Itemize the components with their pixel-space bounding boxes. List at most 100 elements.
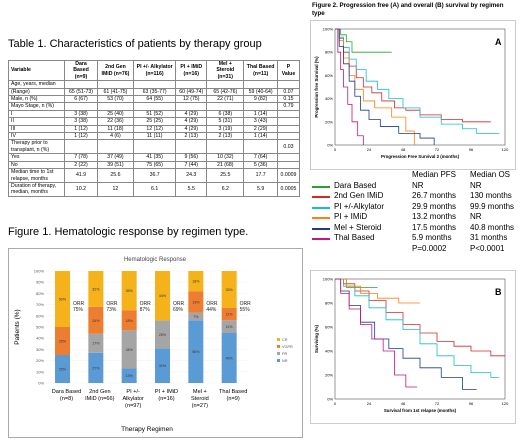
y-tick-label: 100%	[323, 277, 334, 282]
x-tick-label: 72	[435, 147, 440, 152]
table-cell: 1 (14)	[243, 109, 278, 119]
legend-swatch	[277, 359, 280, 362]
table-cell: 2 (13)	[175, 132, 208, 141]
legend-pfs: 26.7 months	[412, 191, 457, 200]
km-curve	[335, 28, 415, 145]
table-cell: 11 (11)	[132, 132, 177, 141]
legend-swatch	[312, 227, 330, 230]
table-cell: 5 (31)	[206, 117, 245, 126]
legend-os: NR	[470, 180, 482, 190]
table-cell: Age, years, median	[7, 80, 66, 89]
orr-label: ORR	[106, 301, 118, 307]
table-cell: 5 (36)	[243, 160, 278, 170]
table-cell: I	[7, 109, 66, 119]
hematologic-response-svg: Hematologic Response Patients (%) 0% 10% 20%…	[14, 257, 293, 433]
legend-pfs: 29.9 months	[412, 201, 457, 211]
legend-swatch	[312, 217, 330, 219]
legend-label: VGPR	[282, 345, 293, 349]
legend-os: 31 months	[470, 233, 508, 242]
table-header-cell: Dara Based (n=9)	[64, 59, 98, 82]
y-tick-label: 80%	[36, 291, 44, 296]
bar-segment-nr	[88, 352, 104, 383]
bar-segment-pr	[221, 320, 237, 333]
data-label: 35%	[126, 289, 134, 293]
km-curve	[335, 28, 435, 145]
table-cell: 59 (40-64)	[243, 87, 278, 97]
panel-tag: B	[495, 287, 502, 297]
table-cell: (Range)	[7, 87, 66, 97]
legend-row: Mel + Steroid 17.5 months 40.8 months	[312, 223, 516, 234]
category-label: (n=27)	[192, 403, 208, 409]
table-cell: 22 (36)	[96, 117, 135, 126]
y-tick-label: 20%	[325, 373, 333, 378]
x-tick-label: 48	[401, 401, 406, 406]
table-header-row: Variable Dara Based (n=9) 2nd Gen IMiD (n=…	[7, 59, 301, 82]
data-label: 13%	[126, 374, 134, 378]
table-row: (Range) 65 (51-73) 61 (41-75) 63 (35-77) 60 …	[7, 87, 301, 97]
bar-segment-nr	[121, 368, 137, 383]
bar-segment-pr	[88, 333, 104, 353]
data-label: 18%	[192, 280, 200, 284]
table-cell	[132, 80, 177, 89]
bar-segment-pr	[155, 320, 170, 349]
survival-legend-table: Median PFS Median OS Dara Based NR NR 2nd G…	[312, 170, 516, 254]
category-label: Steroid	[191, 396, 209, 402]
table-header-cell: PI +/- Alkylator (n=116)	[132, 59, 177, 82]
table-cell	[206, 139, 245, 155]
bar-segment-vgpr	[221, 307, 237, 321]
table-cell: IV	[7, 132, 66, 141]
table-cell: 41 (35)	[132, 153, 177, 162]
y-tick-label: 30%	[36, 347, 44, 352]
table-cell: 2 (29)	[243, 124, 278, 134]
table-cell: 0.03	[276, 139, 301, 155]
table-cell: 7 (78)	[64, 153, 98, 162]
legend-name: PI +/-Alkylator	[334, 201, 385, 211]
data-label: 27%	[92, 366, 100, 370]
y-tick-label: 90%	[36, 280, 44, 285]
table-cell: 25 (40)	[96, 109, 135, 119]
category-label: (n=9)	[227, 396, 240, 402]
category-label: Thal Based	[219, 389, 247, 395]
table-header-cell: Mel + Steroid (n=31)	[206, 59, 245, 82]
table-cell: 12 (75)	[175, 95, 208, 104]
y-tick-label: 100%	[323, 27, 334, 32]
x-axis-label: Progression Free Survival 2 (months)	[381, 154, 460, 159]
category-label: (n=8)	[60, 396, 73, 402]
table-cell	[243, 80, 278, 89]
table-cell	[175, 80, 208, 89]
data-label: 11%	[226, 313, 234, 317]
pfs-pvalue: P=0.0002	[412, 243, 447, 253]
table-cell: 4 (29)	[175, 117, 208, 126]
table-cell	[64, 80, 98, 89]
orr-value: 87%	[140, 307, 151, 313]
table-row: No 2 (22) 39 (51) 75 (65) 7 (44) 21 (68) 5 (36…	[7, 160, 301, 170]
table-cell: 3 (43)	[243, 117, 278, 126]
table-cell: III	[7, 124, 66, 134]
table-row: Median time to 1st relapse, months 41.9 25…	[7, 168, 301, 183]
bar-segment-cr	[88, 271, 104, 307]
x-tick-label: 0	[334, 401, 337, 406]
table-row: Yes 7 (78) 37 (49) 41 (35) 9 (56) 10 (32) 7 (6…	[7, 153, 301, 162]
table-cell: 9 (56)	[175, 153, 208, 162]
table-cell: 36.7	[132, 168, 177, 183]
table-cell: 3 (38)	[64, 109, 98, 119]
table-cell	[132, 139, 177, 155]
legend-swatch	[312, 196, 330, 198]
bar-segment-pr	[121, 330, 137, 369]
y-tick-label: 60%	[36, 313, 44, 318]
table-cell	[276, 132, 301, 141]
table-cell	[96, 102, 135, 111]
legend-name: Thal Based	[334, 233, 375, 242]
legend-pfs: 13.2 months	[412, 212, 457, 221]
table-cell: 10 (32)	[206, 153, 245, 162]
table-cell: Mayo Stage, n (%)	[7, 102, 66, 111]
km-curve	[335, 278, 418, 388]
legend-swatch	[277, 352, 280, 355]
category-label: IMiD (n=66)	[85, 396, 115, 402]
data-label: 31%	[159, 364, 167, 368]
data-label: 25%	[59, 340, 67, 344]
bar-segment-cr	[188, 271, 204, 292]
x-tick-label: 96	[469, 401, 474, 406]
orr-value: 44%	[206, 307, 217, 313]
table-cell	[175, 102, 208, 111]
